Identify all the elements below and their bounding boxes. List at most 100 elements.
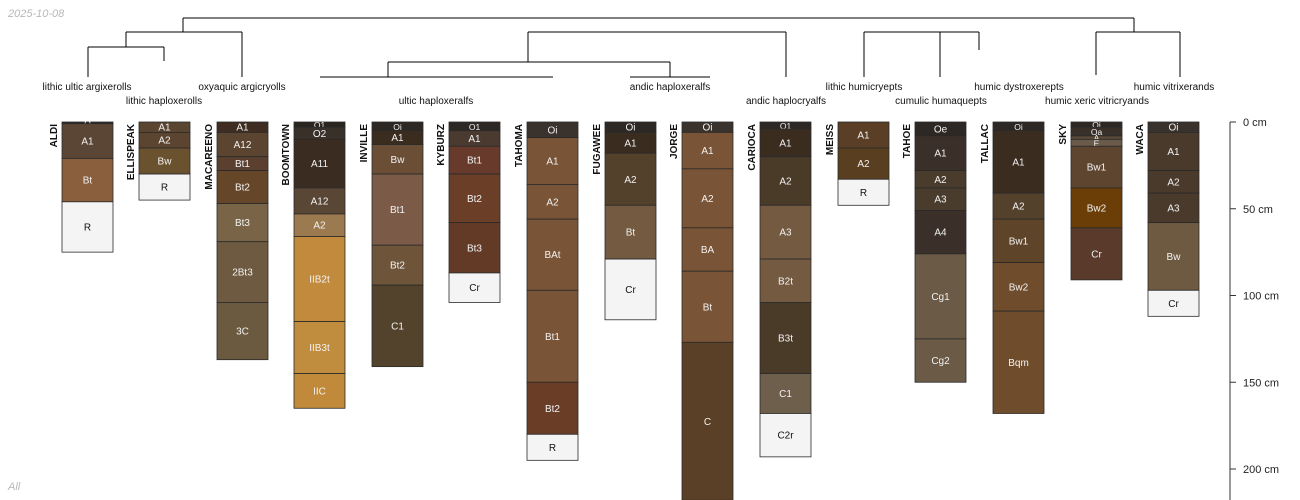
horizon-label: Bt2 (235, 183, 250, 194)
horizon (604, 152, 657, 206)
horizon (61, 123, 114, 159)
horizon-label: IIB2t (309, 275, 330, 286)
horizon (371, 284, 424, 368)
horizon (526, 289, 579, 383)
horizon-label: A3 (1167, 203, 1180, 214)
horizon-label: A11 (311, 159, 328, 170)
horizon-label: A2 (857, 159, 870, 170)
horizon-label: A1 (701, 146, 714, 157)
profile-name: CARIOCA (747, 124, 758, 171)
horizon (759, 156, 812, 206)
horizon-label: A1 (81, 137, 94, 148)
horizon-label: 3C (236, 327, 249, 338)
horizon (526, 137, 579, 185)
horizon-label: A2 (1012, 202, 1025, 213)
horizon-label: A2 (158, 136, 171, 147)
horizon-label: Cr (469, 283, 480, 294)
horizon-label: E (1094, 138, 1100, 148)
horizon-label: Oi (626, 123, 636, 134)
horizon-label: A1 (1012, 157, 1025, 168)
horizon (293, 321, 346, 374)
horizon-label: A1 (468, 134, 481, 145)
horizon (1147, 222, 1200, 291)
taxon-label: humic xeric vitricryands (1045, 96, 1149, 107)
horizon-label: Bt2 (467, 194, 482, 205)
depth-tick-label: 150 cm (1243, 377, 1279, 389)
horizon-label: A2 (624, 175, 637, 186)
horizon-label: Bw (158, 157, 173, 168)
horizon (293, 138, 346, 189)
horizon-label: Cg1 (931, 292, 950, 303)
horizon-label: B2t (778, 276, 793, 287)
taxon-label: ultic haploxeralfs (399, 96, 473, 107)
horizon-label: BAt (544, 250, 560, 261)
horizon-label: A2 (546, 197, 559, 208)
profile-name: INVILLE (359, 124, 370, 163)
horizon (371, 173, 424, 246)
horizon-label: Oi (703, 123, 713, 134)
horizon-label: A1 (391, 133, 404, 144)
horizon (293, 187, 346, 215)
horizon-label: BA (701, 245, 715, 256)
horizon (1070, 187, 1123, 229)
horizon (526, 218, 579, 291)
horizon-label: Cr (625, 285, 636, 296)
horizon-label: A1 (236, 123, 249, 134)
horizon-label: Bt (626, 228, 636, 239)
horizon (1070, 145, 1123, 189)
horizon-label: O1 (780, 121, 792, 131)
horizon (681, 227, 734, 272)
horizon-label: O1 (314, 120, 326, 130)
horizon-label: A1 (624, 138, 637, 149)
depth-tick-label: 0 cm (1243, 117, 1267, 129)
horizon-label: A2 (701, 194, 714, 205)
horizon (914, 210, 967, 255)
horizon-label: Bt1 (235, 159, 250, 170)
horizon (992, 218, 1045, 263)
horizon (1070, 227, 1123, 281)
horizon-label: Cr (1168, 299, 1179, 310)
horizon-label: Bqm (1008, 358, 1029, 369)
horizon (293, 373, 346, 409)
horizon (1147, 289, 1200, 317)
horizon-label: Oe (934, 124, 948, 135)
taxon-label: lithic humicryepts (826, 82, 903, 93)
profile-name: MEISS (825, 124, 836, 155)
horizon-label: A2 (1167, 177, 1180, 188)
horizon-label: Oa (1091, 127, 1103, 137)
horizon (759, 128, 812, 158)
horizon-label: Bt1 (545, 332, 560, 343)
horizon-label: Oi (1014, 122, 1023, 132)
horizon (837, 178, 890, 206)
horizon (681, 270, 734, 343)
horizon-label: O2 (313, 129, 327, 140)
profile-name: TAHOMA (514, 124, 525, 167)
horizon-label: A3 (934, 195, 947, 206)
horizon-label: A2 (313, 221, 326, 232)
horizon-label: A12 (311, 196, 329, 207)
horizon-label: C2r (777, 431, 794, 442)
horizon (371, 244, 424, 286)
horizon-label: Oi (1169, 123, 1179, 134)
horizon-label: A3 (779, 228, 792, 239)
taxon-label: humic vitrixerands (1134, 82, 1215, 93)
horizon (448, 145, 501, 175)
horizon (992, 310, 1045, 414)
profile-name: SKY (1058, 124, 1069, 145)
taxon-label: humic dystroxerepts (974, 82, 1063, 93)
horizon (992, 130, 1045, 194)
profile-name: TALLAC (980, 124, 991, 163)
horizon-label: A1 (934, 149, 947, 160)
horizon (526, 381, 579, 435)
horizon-label: Bw1 (1009, 236, 1029, 247)
horizon-label: A1 (158, 123, 171, 134)
profile-name: ELLISPEAK (126, 123, 137, 180)
horizon-label: Bt3 (467, 243, 482, 254)
horizon-label: A1 (1167, 147, 1180, 158)
horizon (759, 258, 812, 303)
horizon-label: Bt (83, 176, 93, 187)
horizon-label: A2 (779, 176, 792, 187)
horizon (216, 302, 269, 361)
horizon (604, 204, 657, 260)
horizon (216, 241, 269, 303)
